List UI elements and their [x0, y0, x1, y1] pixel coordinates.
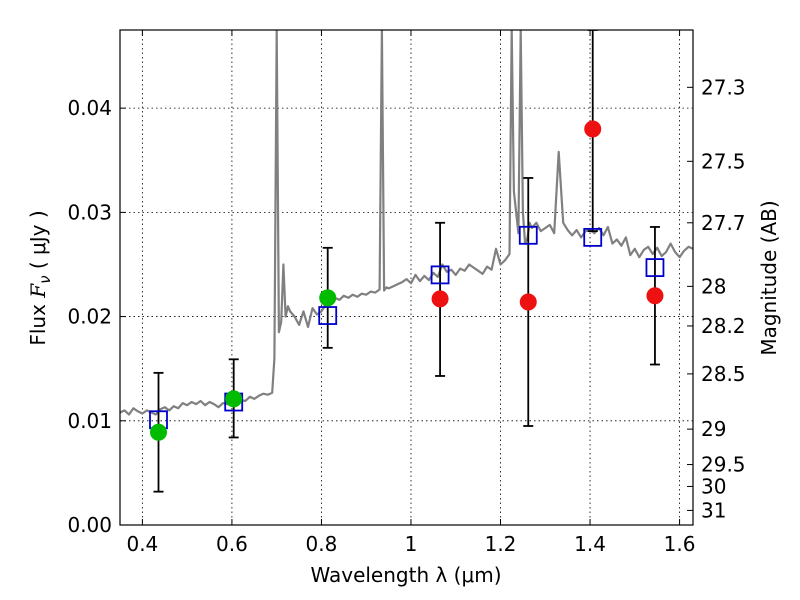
x-tick-label: 1.6 — [664, 532, 696, 556]
y2-tick-label: 31 — [701, 498, 726, 522]
y2-tick-label: 28 — [701, 274, 726, 298]
red-point — [584, 120, 602, 138]
axis-ticks: 0.4 0.6 0.8 1 1.2 1.4 1.6 0.00 0.01 0.02 0.03 0.04 2… — [67, 30, 746, 556]
y2-tick-label: 28.2 — [701, 314, 746, 338]
y-axis-label-var: F — [26, 283, 50, 299]
plot-frame — [119, 29, 694, 526]
y-tick-label: 0.01 — [67, 409, 112, 433]
model-box-marker — [318, 306, 338, 325]
y2-tick-label: 29 — [701, 417, 726, 441]
green-point — [225, 390, 243, 408]
red-point — [431, 290, 449, 308]
y-axis-label-sub: ν — [36, 275, 54, 283]
x-tick-label: 0.6 — [216, 532, 248, 556]
y-tick-label: 0.03 — [67, 200, 112, 224]
model-box-marker — [430, 265, 450, 285]
y2-axis-label: Magnitude (AB) — [757, 200, 781, 355]
y2-tick-label: 30 — [701, 474, 726, 498]
plot-area — [120, 30, 693, 493]
y-axis-label-post: ( μJy ) — [26, 210, 50, 275]
x-tick-label: 0.4 — [126, 532, 158, 556]
green-point — [149, 423, 167, 441]
grid — [120, 30, 693, 525]
red-point — [646, 287, 664, 305]
y2-tick-label: 27.3 — [701, 75, 746, 99]
red-point — [519, 293, 537, 311]
x-axis-label: Wavelength λ (μm) — [310, 563, 501, 587]
y2-tick-label: 29.5 — [701, 453, 746, 477]
x-tick-label: 1 — [405, 532, 418, 556]
x-tick-label: 0.8 — [306, 532, 338, 556]
model-box-marker — [645, 258, 665, 278]
y-axis-label-pre: Flux — [26, 298, 50, 346]
model-box-marker — [583, 227, 603, 247]
y2-tick-label: 27.5 — [701, 149, 746, 173]
y-axis-label: Flux Fν ( μJy ) — [26, 210, 54, 345]
x-tick-label: 1.2 — [485, 532, 517, 556]
spectrum-line — [120, 30, 693, 416]
green-point — [319, 289, 337, 307]
model-box-marker — [518, 225, 538, 245]
y-tick-label: 0.02 — [67, 305, 112, 329]
y-tick-label: 0.04 — [67, 96, 112, 120]
y2-tick-label: 28.5 — [701, 362, 746, 386]
y2-tick-label: 27.7 — [701, 211, 746, 235]
y-tick-label: 0.00 — [67, 513, 112, 537]
x-tick-label: 1.4 — [574, 532, 606, 556]
